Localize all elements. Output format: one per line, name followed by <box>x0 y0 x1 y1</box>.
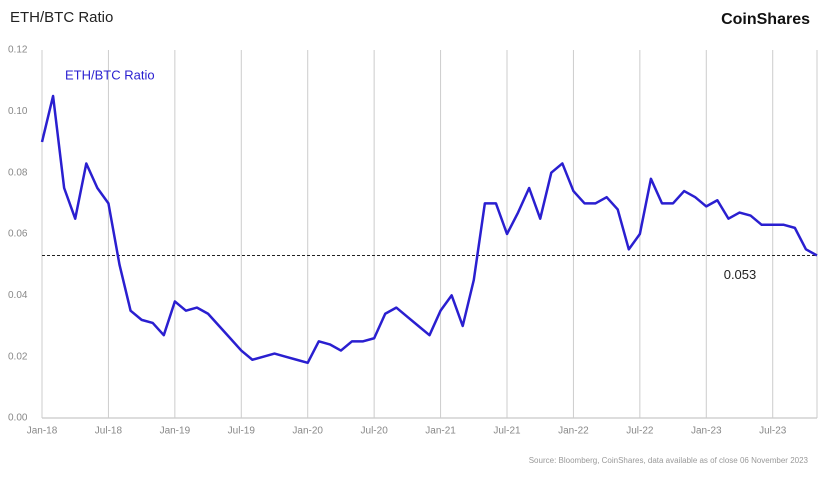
reference-label: 0.053 <box>724 267 757 282</box>
y-tick-label: 0.02 <box>8 351 28 362</box>
y-tick-label: 0.00 <box>8 413 28 424</box>
y-tick-label: 0.08 <box>8 167 28 178</box>
x-tick-label: Jan-23 <box>691 426 722 437</box>
source-note: Source: Bloomberg, CoinShares, data avai… <box>529 456 809 465</box>
x-tick-label: Jul-18 <box>95 426 123 437</box>
y-tick-label: 0.06 <box>8 229 28 240</box>
x-tick-label: Jan-22 <box>558 426 589 437</box>
chart-title: ETH/BTC Ratio <box>10 9 113 26</box>
x-tick-label: Jul-19 <box>228 426 256 437</box>
x-tick-label: Jul-21 <box>493 426 521 437</box>
x-tick-label: Jul-20 <box>361 426 389 437</box>
brand: CoinShares <box>721 11 810 28</box>
x-tick-label: Jan-18 <box>27 426 58 437</box>
x-tick-label: Jan-19 <box>160 426 191 437</box>
x-tick-label: Jan-20 <box>292 426 323 437</box>
x-tick-label: Jan-21 <box>425 426 456 437</box>
y-tick-label: 0.12 <box>8 45 28 56</box>
y-tick-label: 0.04 <box>8 290 28 301</box>
x-tick-label: Jul-22 <box>626 426 654 437</box>
x-tick-label: Jul-23 <box>759 426 787 437</box>
y-tick-label: 0.10 <box>8 106 28 117</box>
data-line <box>40 94 818 365</box>
legend-label: ETH/BTC Ratio <box>65 67 155 82</box>
